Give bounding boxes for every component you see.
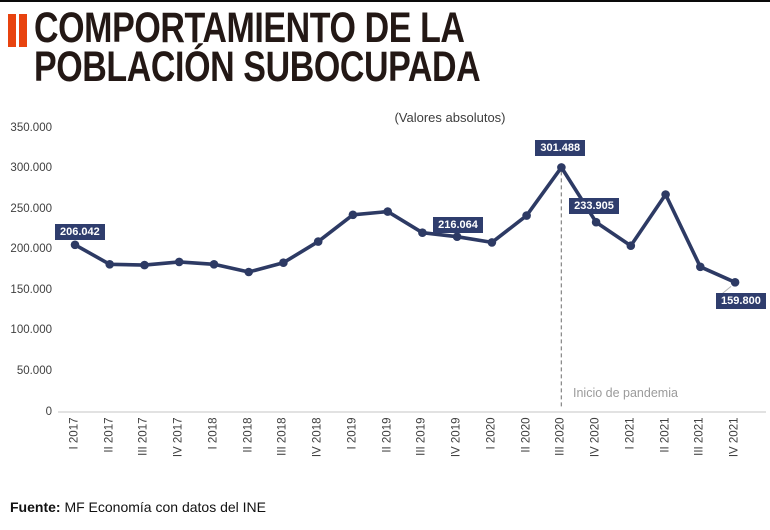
data-point-marker <box>696 262 705 272</box>
source-note: Fuente: MF Economía con datos del INE <box>10 499 266 515</box>
page-title-line1: COMPORTAMIENTO DE LA <box>34 4 465 52</box>
data-point-marker <box>383 207 393 216</box>
page-title-line2: POBLACIÓN SUBOCUPADA <box>34 43 481 91</box>
y-tick-label: 0 <box>45 405 52 418</box>
x-tick-label: I 2019 <box>346 417 359 450</box>
x-tick-label: I 2020 <box>485 417 498 450</box>
series-line <box>73 165 737 285</box>
x-tick-label: III 2019 <box>415 417 428 456</box>
x-tick-label: I 2021 <box>624 417 637 450</box>
header: COMPORTAMIENTO DE LA POBLACIÓN SUBOCUPAD… <box>8 4 599 91</box>
data-point-marker <box>140 260 149 270</box>
x-tick-label: II 2020 <box>520 417 533 453</box>
pandemic-annotation: Inicio de pandemia <box>573 386 678 400</box>
y-tick-label: 300.000 <box>10 162 52 175</box>
data-point-marker <box>105 260 114 269</box>
data-point-marker <box>418 228 427 237</box>
data-point-marker <box>313 237 323 246</box>
data-point-marker <box>70 240 80 250</box>
data-point-label: 206.042 <box>55 223 105 240</box>
data-point-marker <box>522 211 531 220</box>
x-tick-label: II 2018 <box>242 417 255 453</box>
y-tick-label: 50.000 <box>16 364 52 377</box>
data-point-marker <box>626 241 636 250</box>
x-tick-label: III 2017 <box>137 417 150 456</box>
top-rule <box>0 0 770 2</box>
data-point-marker <box>487 238 497 247</box>
y-tick-label: 200.000 <box>10 243 52 256</box>
data-point-marker <box>661 190 670 199</box>
x-tick-label: II 2019 <box>381 417 394 453</box>
source-text: MF Economía con datos del INE <box>64 499 266 515</box>
title-accent-bars-icon <box>8 14 30 47</box>
x-tick-label: III 2020 <box>554 417 567 456</box>
data-point-marker <box>279 258 288 268</box>
data-point-marker <box>174 257 184 267</box>
data-point-marker <box>591 217 601 227</box>
x-tick-label: IV 2021 <box>728 417 741 458</box>
x-tick-label: III 2018 <box>276 417 289 456</box>
data-point-marker <box>557 163 566 172</box>
x-tick-label: IV 2018 <box>311 417 324 458</box>
data-point-marker <box>244 267 253 277</box>
data-point-marker <box>348 210 358 220</box>
x-tick-label: IV 2019 <box>450 417 463 458</box>
y-tick-label: 250.000 <box>10 202 52 215</box>
data-point-label: 233.905 <box>569 198 619 215</box>
y-tick-label: 150.000 <box>10 283 52 296</box>
x-tick-label: IV 2017 <box>172 417 185 458</box>
data-point-marker <box>209 260 219 269</box>
x-tick-label: IV 2020 <box>589 417 602 458</box>
data-point-marker <box>452 232 462 241</box>
y-tick-label: 100.000 <box>10 324 52 337</box>
chart-subtitle: (Valores absolutos) <box>394 110 506 125</box>
x-tick-label: I 2017 <box>68 417 81 450</box>
x-tick-label: III 2021 <box>693 417 706 456</box>
x-tick-label: I 2018 <box>207 417 220 450</box>
data-point-marker <box>730 278 740 287</box>
data-point-label: 301.488 <box>535 140 586 157</box>
data-point-label: 216.064 <box>433 216 483 233</box>
x-tick-label: II 2021 <box>659 417 672 453</box>
source-label: Fuente: <box>10 499 61 515</box>
page-title: COMPORTAMIENTO DE LA POBLACIÓN SUBOCUPAD… <box>34 4 481 91</box>
y-tick-label: 350.000 <box>10 121 52 134</box>
data-point-label: 159.800 <box>716 293 766 310</box>
x-tick-label: II 2017 <box>103 417 116 453</box>
